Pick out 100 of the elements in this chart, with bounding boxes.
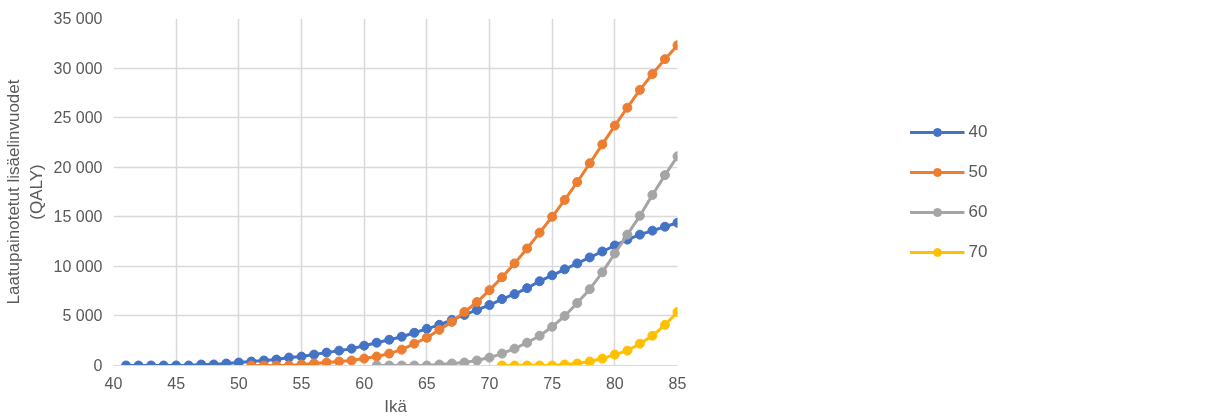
y-tick-label: 35 000: [53, 10, 103, 27]
x-tick-label: 65: [417, 374, 436, 392]
point: [334, 345, 345, 356]
point: [534, 276, 545, 287]
point: [283, 352, 294, 363]
point: [371, 337, 382, 348]
point: [421, 332, 432, 343]
point: [321, 357, 332, 366]
point: [497, 294, 508, 305]
point: [409, 327, 420, 338]
y-tick-label: 0: [93, 357, 103, 374]
point: [634, 338, 645, 349]
x-tick-label: 50: [229, 374, 248, 392]
point: [409, 338, 420, 349]
y-axis-title: Laatupainotetut lisäelinvuodet (QALY): [3, 79, 46, 305]
point: [459, 357, 470, 366]
point: [484, 285, 495, 296]
legend-label: 40: [968, 121, 989, 142]
point: [509, 258, 520, 269]
legend-label: 60: [968, 201, 989, 222]
point: [346, 343, 357, 354]
point: [647, 189, 658, 200]
point: [396, 331, 407, 342]
x-tick-label: 80: [605, 374, 624, 392]
point: [484, 352, 495, 363]
legend-label: 50: [968, 161, 989, 182]
point: [497, 348, 508, 359]
point: [647, 330, 658, 341]
point: [597, 139, 608, 150]
point: [296, 351, 307, 362]
point: [309, 358, 320, 366]
y-tick-label: 15 000: [53, 208, 103, 226]
x-tick-label: 85: [668, 374, 687, 392]
point: [559, 264, 570, 275]
x-tick-label: 55: [292, 374, 311, 392]
x-axis-title: Ikä: [384, 396, 408, 416]
x-tick-label: 40: [104, 374, 123, 392]
point: [597, 246, 608, 257]
point: [221, 358, 232, 366]
point: [371, 351, 382, 362]
point: [522, 243, 533, 254]
point: [572, 258, 583, 269]
point: [559, 194, 570, 205]
point: [659, 221, 670, 232]
y-tick-label: 10 000: [53, 257, 103, 275]
point: [359, 340, 370, 351]
point: [522, 337, 533, 348]
y-tick-label: 5 000: [62, 307, 103, 325]
x-tick-label: 45: [167, 374, 186, 392]
point: [321, 347, 332, 358]
point: [497, 272, 508, 283]
point: [647, 69, 658, 80]
point: [359, 353, 370, 364]
point: [647, 225, 658, 236]
point: [396, 344, 407, 355]
point: [522, 283, 533, 294]
point: [584, 252, 595, 263]
point: [471, 297, 482, 308]
x-tick-label: 75: [543, 374, 562, 392]
point: [597, 353, 608, 364]
point: [534, 330, 545, 341]
point: [484, 300, 495, 311]
point: [622, 229, 633, 240]
point: [634, 84, 645, 95]
point: [584, 284, 595, 295]
x-tick-label: 60: [355, 374, 374, 392]
point: [609, 120, 620, 131]
point: [547, 270, 558, 281]
y-tick-label: 20 000: [53, 158, 103, 176]
point: [572, 177, 583, 188]
y-tick-label: 30 000: [53, 59, 103, 77]
point: [434, 324, 445, 335]
point: [634, 229, 645, 240]
point: [559, 310, 570, 321]
point: [584, 356, 595, 366]
point: [634, 210, 645, 221]
point: [384, 334, 395, 345]
point: [421, 323, 432, 334]
point: [584, 158, 595, 169]
point: [534, 227, 545, 238]
x-tick-label: 70: [480, 374, 499, 392]
point: [659, 54, 670, 65]
point: [309, 349, 320, 360]
point: [471, 355, 482, 366]
point: [509, 343, 520, 354]
point: [622, 345, 633, 356]
point: [659, 170, 670, 181]
point: [659, 319, 670, 330]
legend-label: 70: [968, 241, 989, 262]
point: [622, 102, 633, 113]
point: [572, 298, 583, 309]
point: [334, 356, 345, 366]
point: [609, 349, 620, 360]
point: [233, 357, 244, 366]
point: [597, 267, 608, 278]
point: [384, 348, 395, 359]
point: [547, 321, 558, 332]
point: [446, 358, 457, 366]
point: [346, 355, 357, 366]
point: [609, 248, 620, 259]
